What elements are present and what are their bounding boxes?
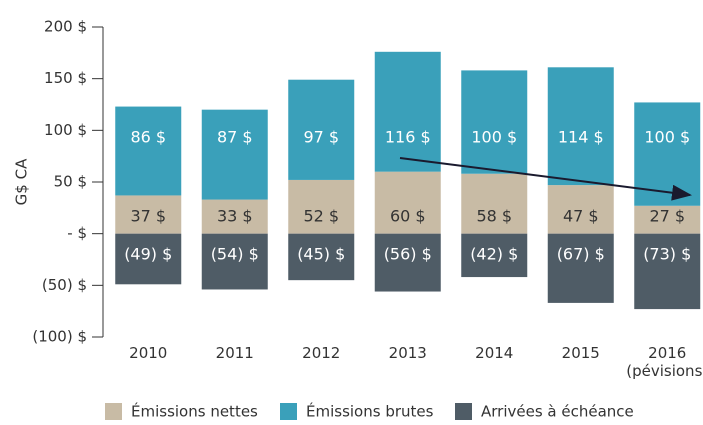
y-tick-label: 50 $: [54, 173, 87, 191]
data-label: 52 $: [303, 207, 339, 226]
data-label: (73) $: [643, 245, 691, 264]
legend-label: Arrivées à échéance: [481, 403, 634, 421]
bar-segment: [547, 185, 614, 234]
data-label: (42) $: [470, 245, 518, 264]
bar-segment: [634, 233, 701, 310]
y-tick-label: 100 $: [44, 121, 87, 139]
data-label: (67) $: [557, 245, 605, 264]
bar-segment: [201, 109, 268, 200]
bar-segment: [547, 233, 614, 303]
legend-label: Émissions nettes: [131, 402, 258, 421]
data-label: 97 $: [303, 128, 339, 147]
bar-segment: [374, 171, 441, 234]
bar-segment: [461, 233, 528, 278]
bar-segment: [374, 51, 441, 172]
data-label: 86 $: [130, 128, 166, 147]
legend-label: Émissions brutes: [306, 402, 434, 421]
data-label: (54) $: [211, 245, 259, 264]
data-label: 37 $: [130, 207, 166, 226]
data-label: 27 $: [649, 207, 685, 226]
data-label: 33 $: [217, 207, 253, 226]
data-label: 60 $: [390, 207, 426, 226]
bar-segment: [634, 102, 701, 206]
y-tick-label: (100) $: [32, 328, 87, 346]
trend-arrow: [399, 157, 692, 201]
bar-segment: [374, 233, 441, 292]
bar-segment: [115, 233, 182, 285]
x-tick-label: 2016 (pévisions): [626, 344, 703, 380]
bar-segment: [115, 195, 182, 234]
data-label: 100 $: [471, 128, 517, 147]
legend-swatch: [105, 403, 122, 420]
bar-segment: [201, 233, 268, 290]
x-tick-label: 2010: [129, 344, 168, 362]
x-tick-label: 2015: [561, 344, 600, 362]
data-label: (56) $: [384, 245, 432, 264]
y-tick-label: 200 $: [44, 18, 87, 36]
bar-segment: [461, 173, 528, 234]
bar-segment: [115, 106, 182, 196]
y-tick-label: - $: [67, 224, 87, 242]
y-axis-label: G$ CA: [13, 158, 31, 205]
x-tick-label: 2013: [388, 344, 427, 362]
x-tick-label: 2011: [215, 344, 254, 362]
data-label: 116 $: [385, 128, 431, 147]
data-label: 100 $: [644, 128, 690, 147]
data-label: 87 $: [217, 128, 253, 147]
data-label: 47 $: [563, 207, 599, 226]
bar-segment: [288, 79, 355, 180]
data-label: 114 $: [558, 128, 604, 147]
legend-swatch: [280, 403, 297, 420]
data-label: (49) $: [124, 245, 172, 264]
x-tick-label: 2012: [302, 344, 341, 362]
data-label: (45) $: [297, 245, 345, 264]
legend-swatch: [455, 403, 472, 420]
bar-segment: [201, 199, 268, 234]
y-tick-label: (50) $: [42, 276, 87, 294]
bar-segment: [461, 70, 528, 174]
x-tick-label: 2014: [475, 344, 514, 362]
bar-segment: [547, 67, 614, 186]
bar-segment: [634, 205, 701, 234]
data-label: 58 $: [476, 207, 512, 226]
y-tick-label: 150 $: [44, 69, 87, 87]
bar-segment: [288, 179, 355, 234]
bar-segment: [288, 233, 355, 281]
